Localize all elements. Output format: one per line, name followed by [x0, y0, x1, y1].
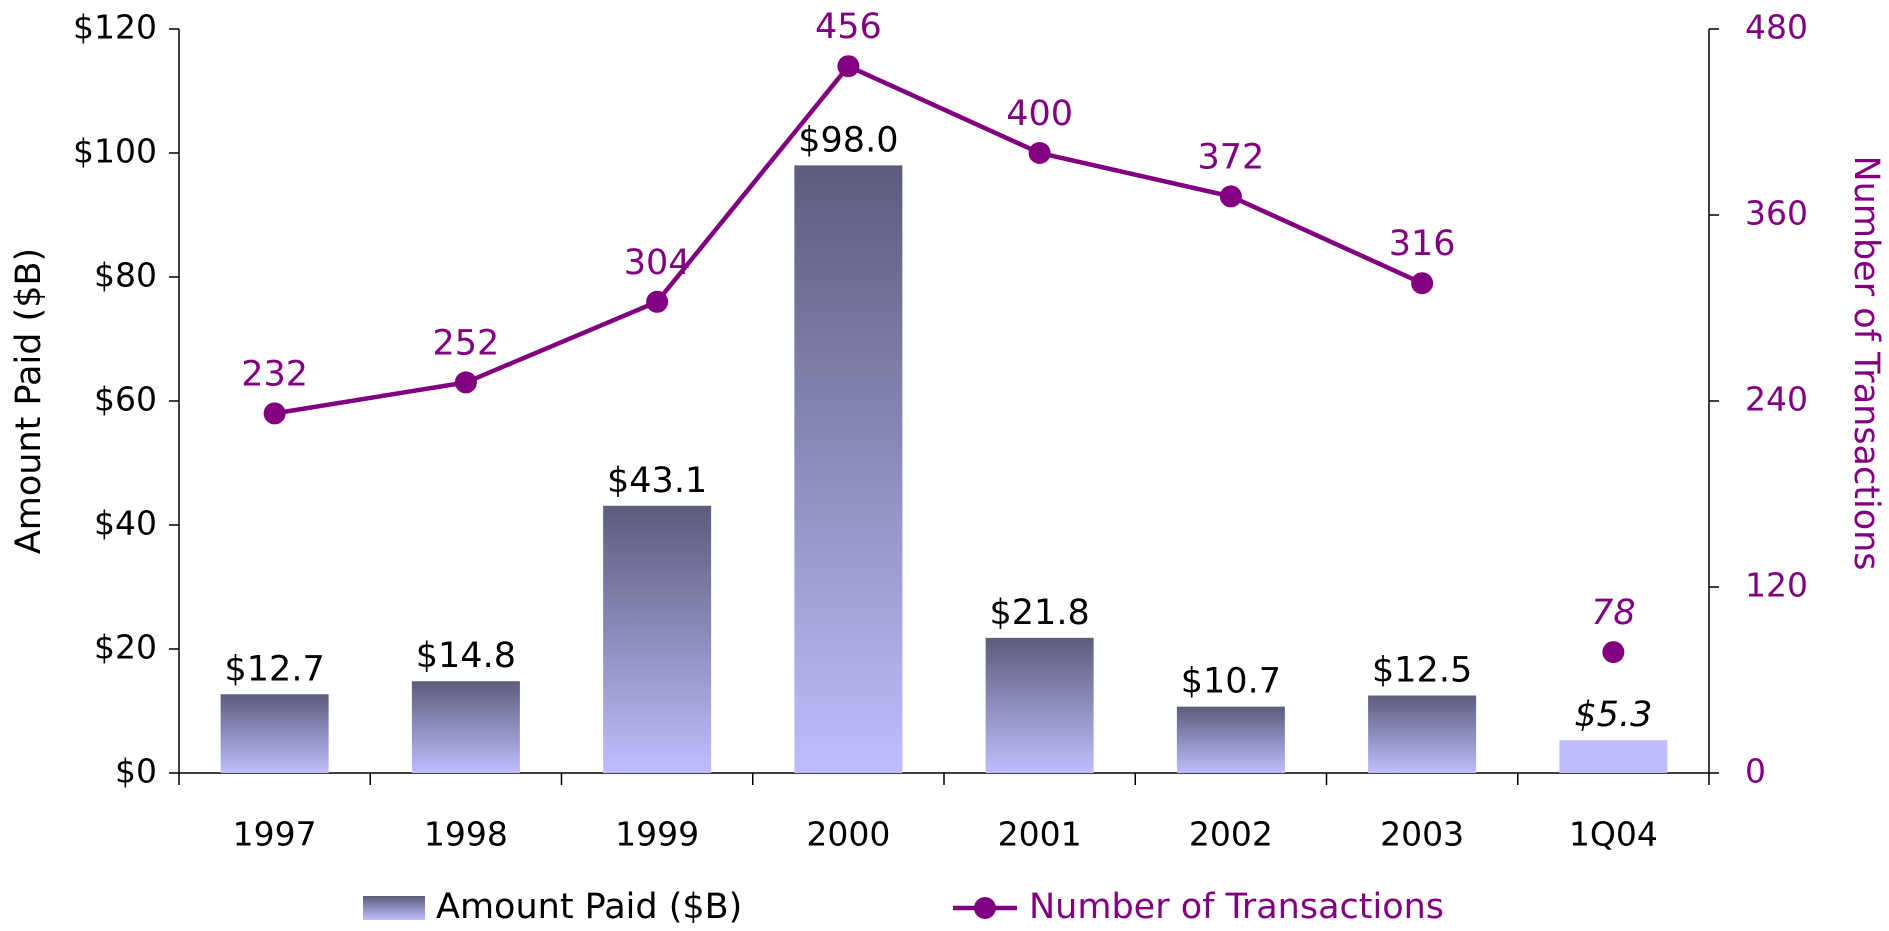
x-tick-label: 2003: [1380, 815, 1464, 854]
line-value-label: 232: [241, 354, 308, 394]
y-tick-label: $120: [73, 8, 157, 47]
bar-value-label: $12.5: [1372, 651, 1472, 691]
y-tick-label: $80: [94, 256, 157, 295]
y2-axis-label: Number of Transactions: [1846, 155, 1886, 570]
bar: [1176, 706, 1285, 773]
bar: [985, 637, 1094, 773]
line-value-label: 316: [1389, 224, 1456, 264]
bar: [603, 505, 712, 773]
line-value-label: 456: [815, 7, 882, 47]
y2-tick-label: 480: [1745, 8, 1808, 47]
line-point: [263, 402, 286, 425]
line-value-label: 372: [1197, 137, 1264, 177]
bar: [411, 681, 520, 773]
line-point: [646, 290, 669, 313]
y-axis-label: Amount Paid ($B): [9, 248, 49, 554]
bar: [1368, 695, 1477, 773]
y-tick-label: $0: [115, 752, 157, 791]
legend-label: Number of Transactions: [1029, 887, 1444, 927]
line-point: [837, 55, 860, 78]
bar-value-label: $98.0: [798, 120, 898, 160]
bar: [220, 694, 329, 773]
x-tick-label: 1998: [424, 815, 508, 854]
line-value-label: 78: [1591, 593, 1636, 633]
x-tick-label: 2001: [998, 815, 1082, 854]
x-tick-label: 1Q04: [1569, 815, 1658, 854]
legend-swatch: [974, 897, 996, 919]
line-value-label: 252: [432, 323, 499, 363]
x-tick-label: 2000: [806, 815, 890, 854]
bar-value-label: $5.3: [1574, 695, 1652, 735]
legend-swatch: [363, 896, 425, 920]
line-point: [1411, 272, 1434, 295]
line-point: [1028, 142, 1051, 164]
bar: [794, 165, 903, 773]
bar-value-label: $21.8: [990, 593, 1090, 633]
line-point: [1219, 185, 1242, 208]
y2-tick-label: 0: [1745, 752, 1766, 791]
y-tick-label: $60: [94, 380, 157, 419]
line-point: [1602, 641, 1625, 664]
x-tick-label: 1997: [233, 815, 317, 854]
y2-tick-label: 240: [1745, 380, 1808, 419]
y2-tick-label: 120: [1745, 566, 1808, 605]
line-point: [454, 371, 477, 394]
legend-label: Amount Paid ($B): [436, 887, 742, 927]
y-tick-label: $40: [94, 504, 157, 543]
bar-value-label: $14.8: [416, 636, 516, 676]
x-tick-label: 1999: [615, 815, 699, 854]
bar-value-label: $12.7: [225, 649, 325, 689]
y-tick-label: $20: [94, 628, 157, 667]
y-tick-label: $100: [73, 132, 157, 171]
x-tick-label: 2002: [1189, 815, 1273, 854]
bar: [1559, 740, 1668, 773]
bar-value-label: $43.1: [607, 461, 707, 501]
line-value-label: 304: [624, 243, 691, 283]
bar-value-label: $10.7: [1181, 662, 1281, 702]
line-value-label: 400: [1006, 94, 1073, 134]
y2-tick-label: 360: [1745, 194, 1808, 233]
